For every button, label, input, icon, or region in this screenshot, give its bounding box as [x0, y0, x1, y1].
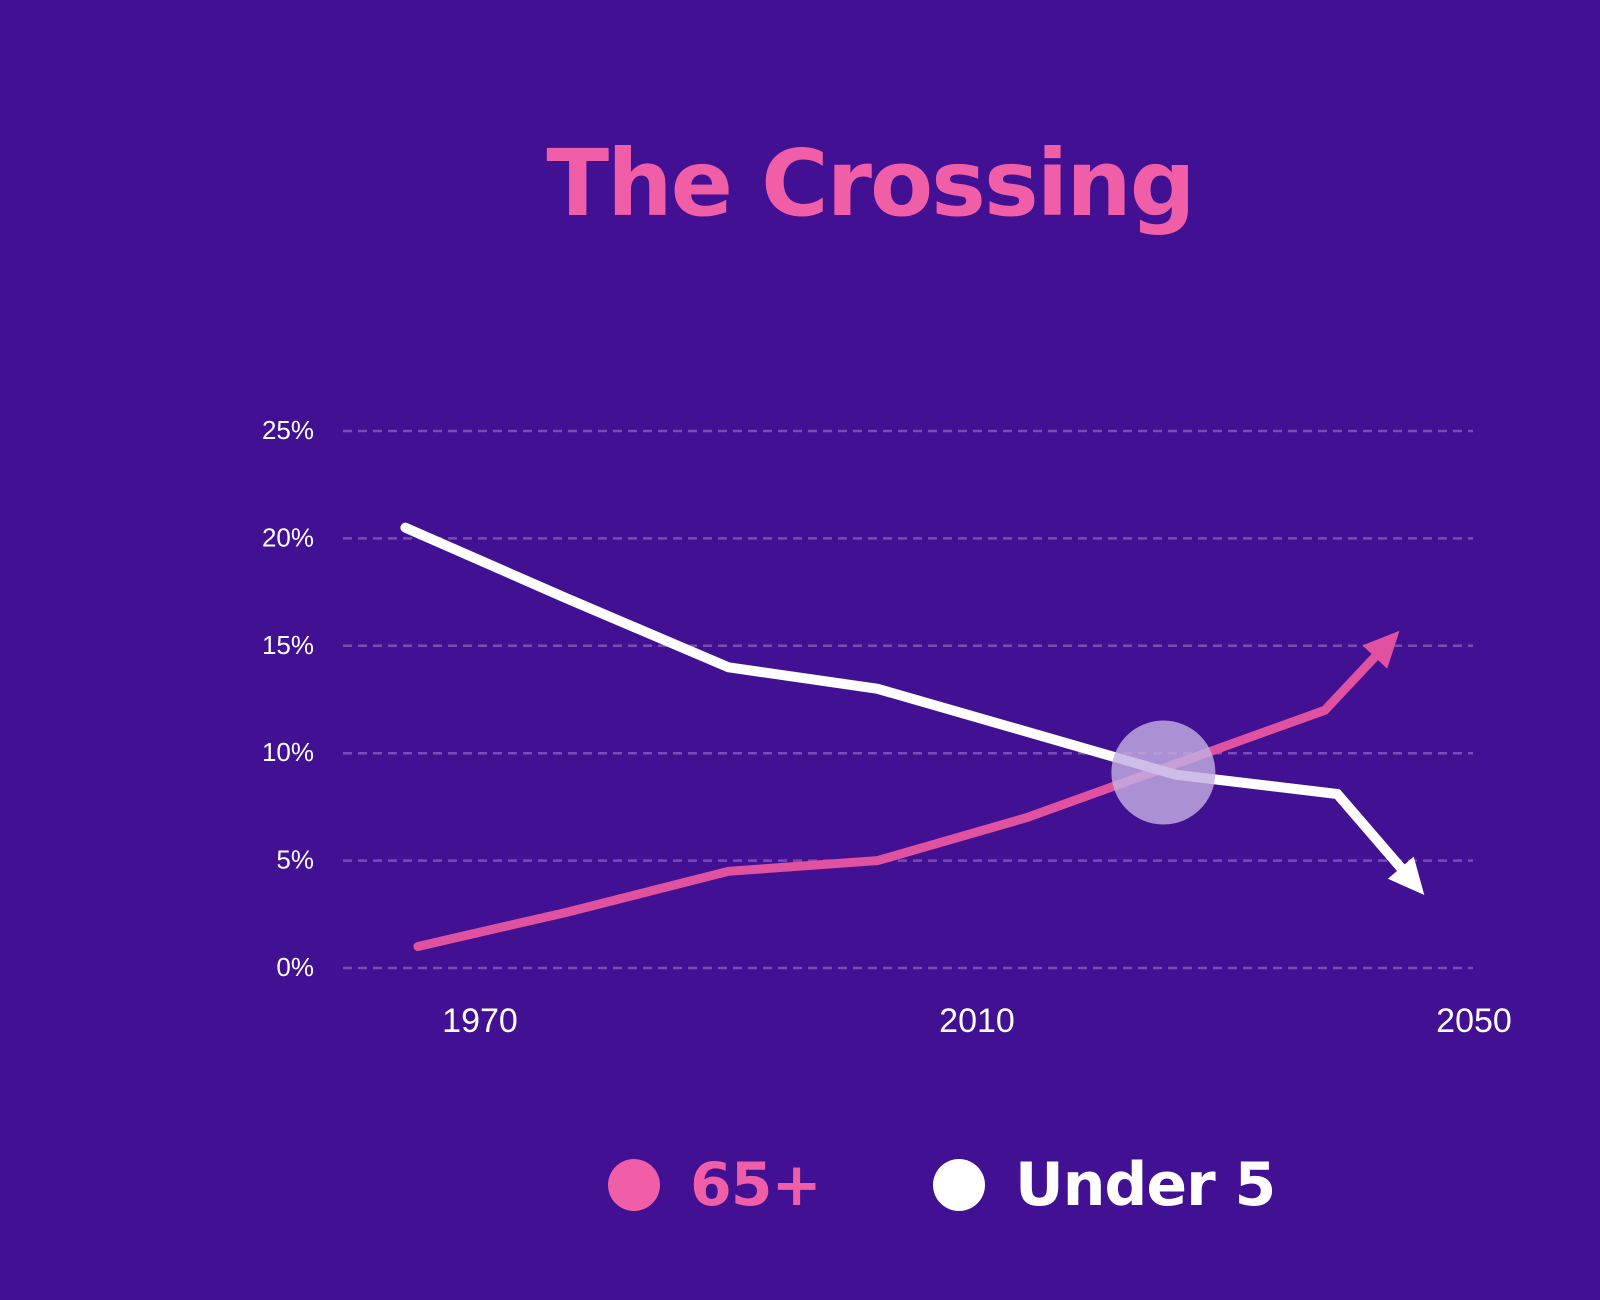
- y-tick-label: 5%: [276, 845, 314, 875]
- arrowhead-65-plus: [1362, 630, 1400, 669]
- title: The Crossing: [546, 130, 1195, 237]
- x-axis-ticks: 1970 2010 2050: [442, 1002, 1512, 1040]
- legend: 65+ Under 5: [0, 1145, 1600, 1225]
- series-line-65-plus: [413, 649, 1383, 951]
- series-line-under-5: [400, 522, 1409, 876]
- y-tick-label: 0%: [276, 952, 314, 982]
- crossing-marker: [1111, 720, 1216, 825]
- x-tick-label: 2050: [1436, 1002, 1512, 1040]
- y-tick-label: 25%: [262, 415, 314, 445]
- y-tick-label: 20%: [262, 522, 314, 552]
- legend-swatch-65-plus: [608, 1159, 660, 1211]
- y-tick-label: 15%: [262, 630, 314, 660]
- legend-item-under-5: Under 5: [933, 1145, 1276, 1225]
- legend-label-under-5: Under 5: [1015, 1150, 1276, 1220]
- x-tick-label: 1970: [442, 1002, 518, 1040]
- legend-swatch-under-5: [933, 1159, 985, 1211]
- y-tick-label: 10%: [262, 737, 314, 767]
- legend-item-65-plus: 65+: [608, 1145, 822, 1225]
- annotations: [1111, 720, 1216, 825]
- legend-label-65-plus: 65+: [690, 1150, 822, 1220]
- y-axis-ticks: 0% 5% 10% 15% 20% 25%: [262, 415, 314, 982]
- arrowhead-under-5: [1387, 856, 1425, 895]
- series-lines: [400, 522, 1425, 951]
- gridlines: [343, 429, 1473, 970]
- x-tick-label: 2010: [939, 1002, 1015, 1040]
